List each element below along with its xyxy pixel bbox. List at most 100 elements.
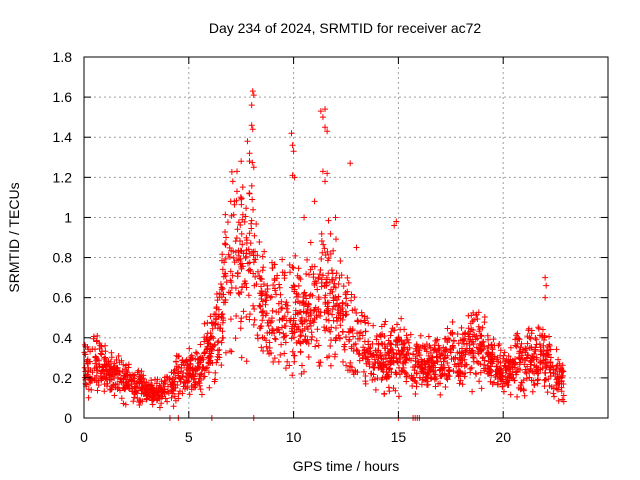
data-point bbox=[319, 168, 326, 175]
data-point bbox=[332, 335, 339, 342]
data-point bbox=[362, 349, 369, 356]
data-point bbox=[311, 281, 318, 288]
data-point bbox=[137, 378, 144, 385]
data-point bbox=[108, 376, 115, 383]
data-point bbox=[278, 341, 285, 348]
data-point bbox=[253, 221, 260, 228]
data-point bbox=[271, 275, 278, 282]
data-point bbox=[378, 353, 385, 360]
data-point bbox=[341, 346, 348, 353]
data-point bbox=[116, 368, 123, 375]
data-point bbox=[303, 308, 310, 315]
x-tick-label: 20 bbox=[495, 429, 511, 445]
data-point bbox=[251, 305, 258, 312]
data-point bbox=[282, 323, 289, 330]
data-point bbox=[436, 366, 443, 373]
data-point bbox=[281, 350, 288, 357]
data-point bbox=[268, 349, 275, 356]
data-point bbox=[97, 342, 104, 349]
data-point bbox=[111, 392, 118, 399]
data-point bbox=[468, 326, 475, 333]
data-point bbox=[226, 244, 233, 251]
data-point bbox=[408, 357, 415, 364]
data-point bbox=[337, 312, 344, 319]
data-point bbox=[179, 357, 186, 364]
data-point bbox=[299, 320, 306, 327]
data-point bbox=[478, 347, 485, 354]
data-point bbox=[293, 339, 300, 346]
data-point bbox=[219, 334, 226, 341]
data-point bbox=[299, 299, 306, 306]
data-point bbox=[291, 358, 298, 365]
data-point bbox=[422, 346, 429, 353]
data-point bbox=[108, 349, 115, 356]
data-point bbox=[166, 375, 173, 382]
data-point bbox=[332, 324, 339, 331]
data-point bbox=[348, 297, 355, 304]
data-point bbox=[243, 250, 250, 257]
data-point bbox=[281, 275, 288, 282]
data-point bbox=[222, 349, 229, 356]
data-point bbox=[414, 363, 421, 370]
data-point bbox=[447, 345, 454, 352]
data-point bbox=[308, 329, 315, 336]
data-point bbox=[295, 298, 302, 305]
y-tick-label: 0 bbox=[64, 410, 72, 426]
data-point bbox=[262, 289, 269, 296]
data-point bbox=[124, 369, 131, 376]
data-point bbox=[533, 336, 540, 343]
data-point bbox=[227, 277, 234, 284]
data-point bbox=[459, 381, 466, 388]
data-point bbox=[497, 347, 504, 354]
data-point bbox=[186, 370, 193, 377]
data-point bbox=[367, 370, 374, 377]
data-point bbox=[143, 395, 150, 402]
data-point bbox=[148, 387, 155, 394]
data-point bbox=[169, 375, 176, 382]
data-point bbox=[356, 335, 363, 342]
data-point bbox=[348, 345, 355, 352]
data-point bbox=[349, 307, 356, 314]
data-point bbox=[489, 381, 496, 388]
data-point bbox=[282, 365, 289, 372]
data-point bbox=[243, 284, 250, 291]
data-point bbox=[313, 337, 320, 344]
data-point bbox=[548, 384, 555, 391]
data-point bbox=[364, 315, 371, 322]
data-point bbox=[297, 340, 304, 347]
data-point bbox=[373, 333, 380, 340]
data-point bbox=[154, 376, 161, 383]
data-point bbox=[470, 354, 477, 361]
data-point bbox=[234, 188, 241, 195]
data-point bbox=[304, 305, 311, 312]
data-point bbox=[310, 319, 317, 326]
data-point bbox=[339, 299, 346, 306]
data-point bbox=[248, 217, 255, 224]
data-point bbox=[115, 384, 122, 391]
data-point bbox=[214, 297, 221, 304]
data-point bbox=[479, 324, 486, 331]
data-point bbox=[440, 358, 447, 365]
data-point bbox=[187, 361, 194, 368]
data-point bbox=[291, 329, 298, 336]
data-point bbox=[337, 258, 344, 265]
data-point bbox=[315, 308, 322, 315]
data-point bbox=[305, 313, 312, 320]
data-point bbox=[359, 312, 366, 319]
data-point bbox=[259, 267, 266, 274]
data-point bbox=[332, 214, 339, 221]
data-point bbox=[335, 293, 342, 300]
data-point bbox=[306, 271, 313, 278]
data-point bbox=[234, 273, 241, 280]
data-point bbox=[87, 376, 94, 383]
data-point bbox=[263, 343, 270, 350]
data-point bbox=[344, 288, 351, 295]
data-point bbox=[347, 359, 354, 366]
data-point bbox=[461, 341, 468, 348]
data-point bbox=[184, 384, 191, 391]
data-point bbox=[425, 333, 432, 340]
data-point bbox=[235, 257, 242, 264]
data-point bbox=[535, 325, 542, 332]
data-point bbox=[553, 346, 560, 353]
data-point bbox=[94, 332, 101, 339]
